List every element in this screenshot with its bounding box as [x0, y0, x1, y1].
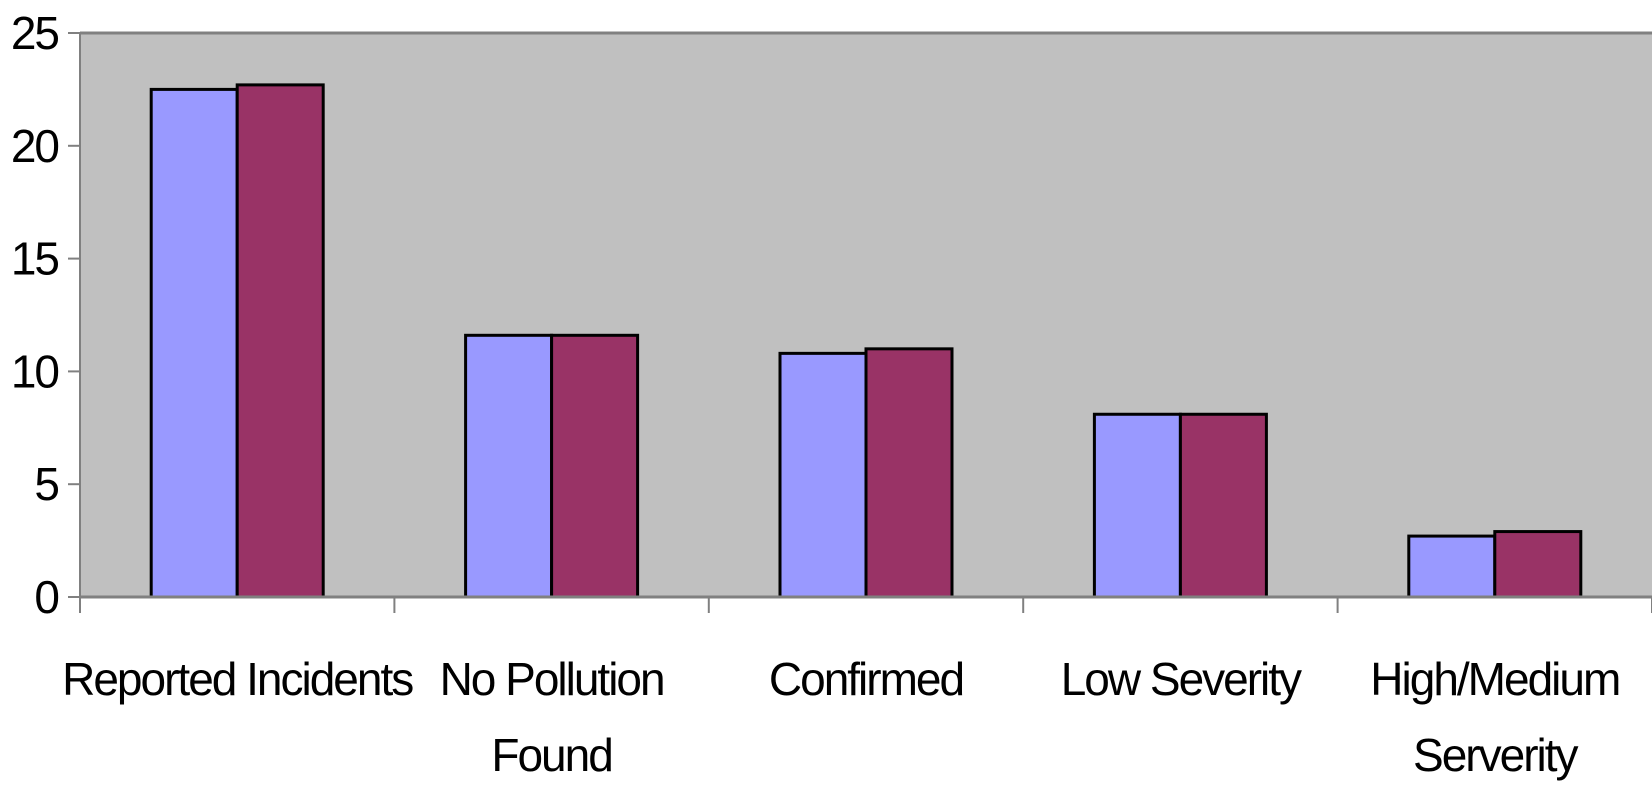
- bar-series-1: [778, 351, 868, 599]
- x-axis-labels: Reported Incidents No Pollution Found Confi…: [62, 653, 1621, 781]
- bar-series-2: [1178, 412, 1268, 599]
- y-tick-label: 15: [11, 233, 59, 285]
- x-category-label: No Pollution: [440, 653, 664, 705]
- y-tick-label: 5: [34, 458, 58, 510]
- bar-series-2: [864, 347, 954, 599]
- y-axis-ticks: 0 5 10 15 20 25: [11, 7, 80, 623]
- y-tick-label: 25: [11, 7, 59, 59]
- x-axis-ticks: [79, 597, 1652, 613]
- y-tick-label: 10: [11, 345, 59, 397]
- bar-series-2: [1493, 530, 1583, 599]
- x-category-label: High/Medium: [1370, 653, 1619, 705]
- x-category-label: Confirmed: [769, 653, 963, 705]
- y-tick-label: 20: [11, 120, 59, 172]
- bar-series-1: [149, 87, 239, 599]
- bar-series-1: [464, 333, 554, 599]
- bar-series-2: [550, 333, 640, 599]
- bar-series-1: [1407, 534, 1497, 599]
- x-category-label: Serverity: [1413, 729, 1578, 781]
- bar-series-2: [235, 83, 325, 599]
- x-category-label: Found: [491, 729, 611, 781]
- bar-series-1: [1092, 412, 1182, 599]
- x-category-label: Low Severity: [1061, 653, 1302, 705]
- y-tick-label: 0: [34, 571, 58, 623]
- x-category-label: Reported Incidents: [62, 653, 413, 705]
